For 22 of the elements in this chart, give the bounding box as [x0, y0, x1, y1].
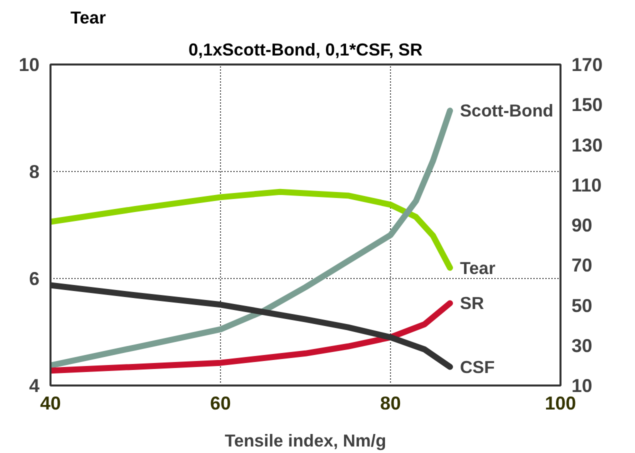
y-axis-title: Tear [70, 8, 106, 28]
y-tick-label: 10 [18, 54, 40, 75]
x-tick-label: 60 [210, 392, 231, 414]
x-tick-label: 80 [380, 392, 401, 414]
y-tick-label: 8 [29, 161, 40, 182]
series-label: Scott-Bond [460, 100, 554, 121]
series-label: SR [460, 293, 485, 314]
series-label: CSF [460, 356, 495, 377]
y2-tick-label: 170 [572, 54, 603, 75]
y2-tick-label: 90 [572, 214, 592, 236]
series-label: Tear [460, 258, 496, 278]
chart-title: 0,1xScott-Bond, 0,1*CSF, SR [188, 40, 423, 60]
y2-tick-label: 110 [572, 174, 602, 196]
y2-tick-label: 30 [572, 334, 592, 356]
x-axis-title: Tensile index, Nm/g [224, 430, 386, 450]
y2-tick-label: 150 [572, 94, 603, 116]
x-tick-label: 40 [40, 392, 61, 414]
y-tick-label: 4 [29, 375, 40, 396]
y2-tick-label: 50 [572, 294, 592, 316]
y2-tick-label: 130 [572, 134, 603, 156]
y2-tick-label: 70 [572, 254, 592, 276]
y-tick-label: 6 [29, 268, 40, 289]
